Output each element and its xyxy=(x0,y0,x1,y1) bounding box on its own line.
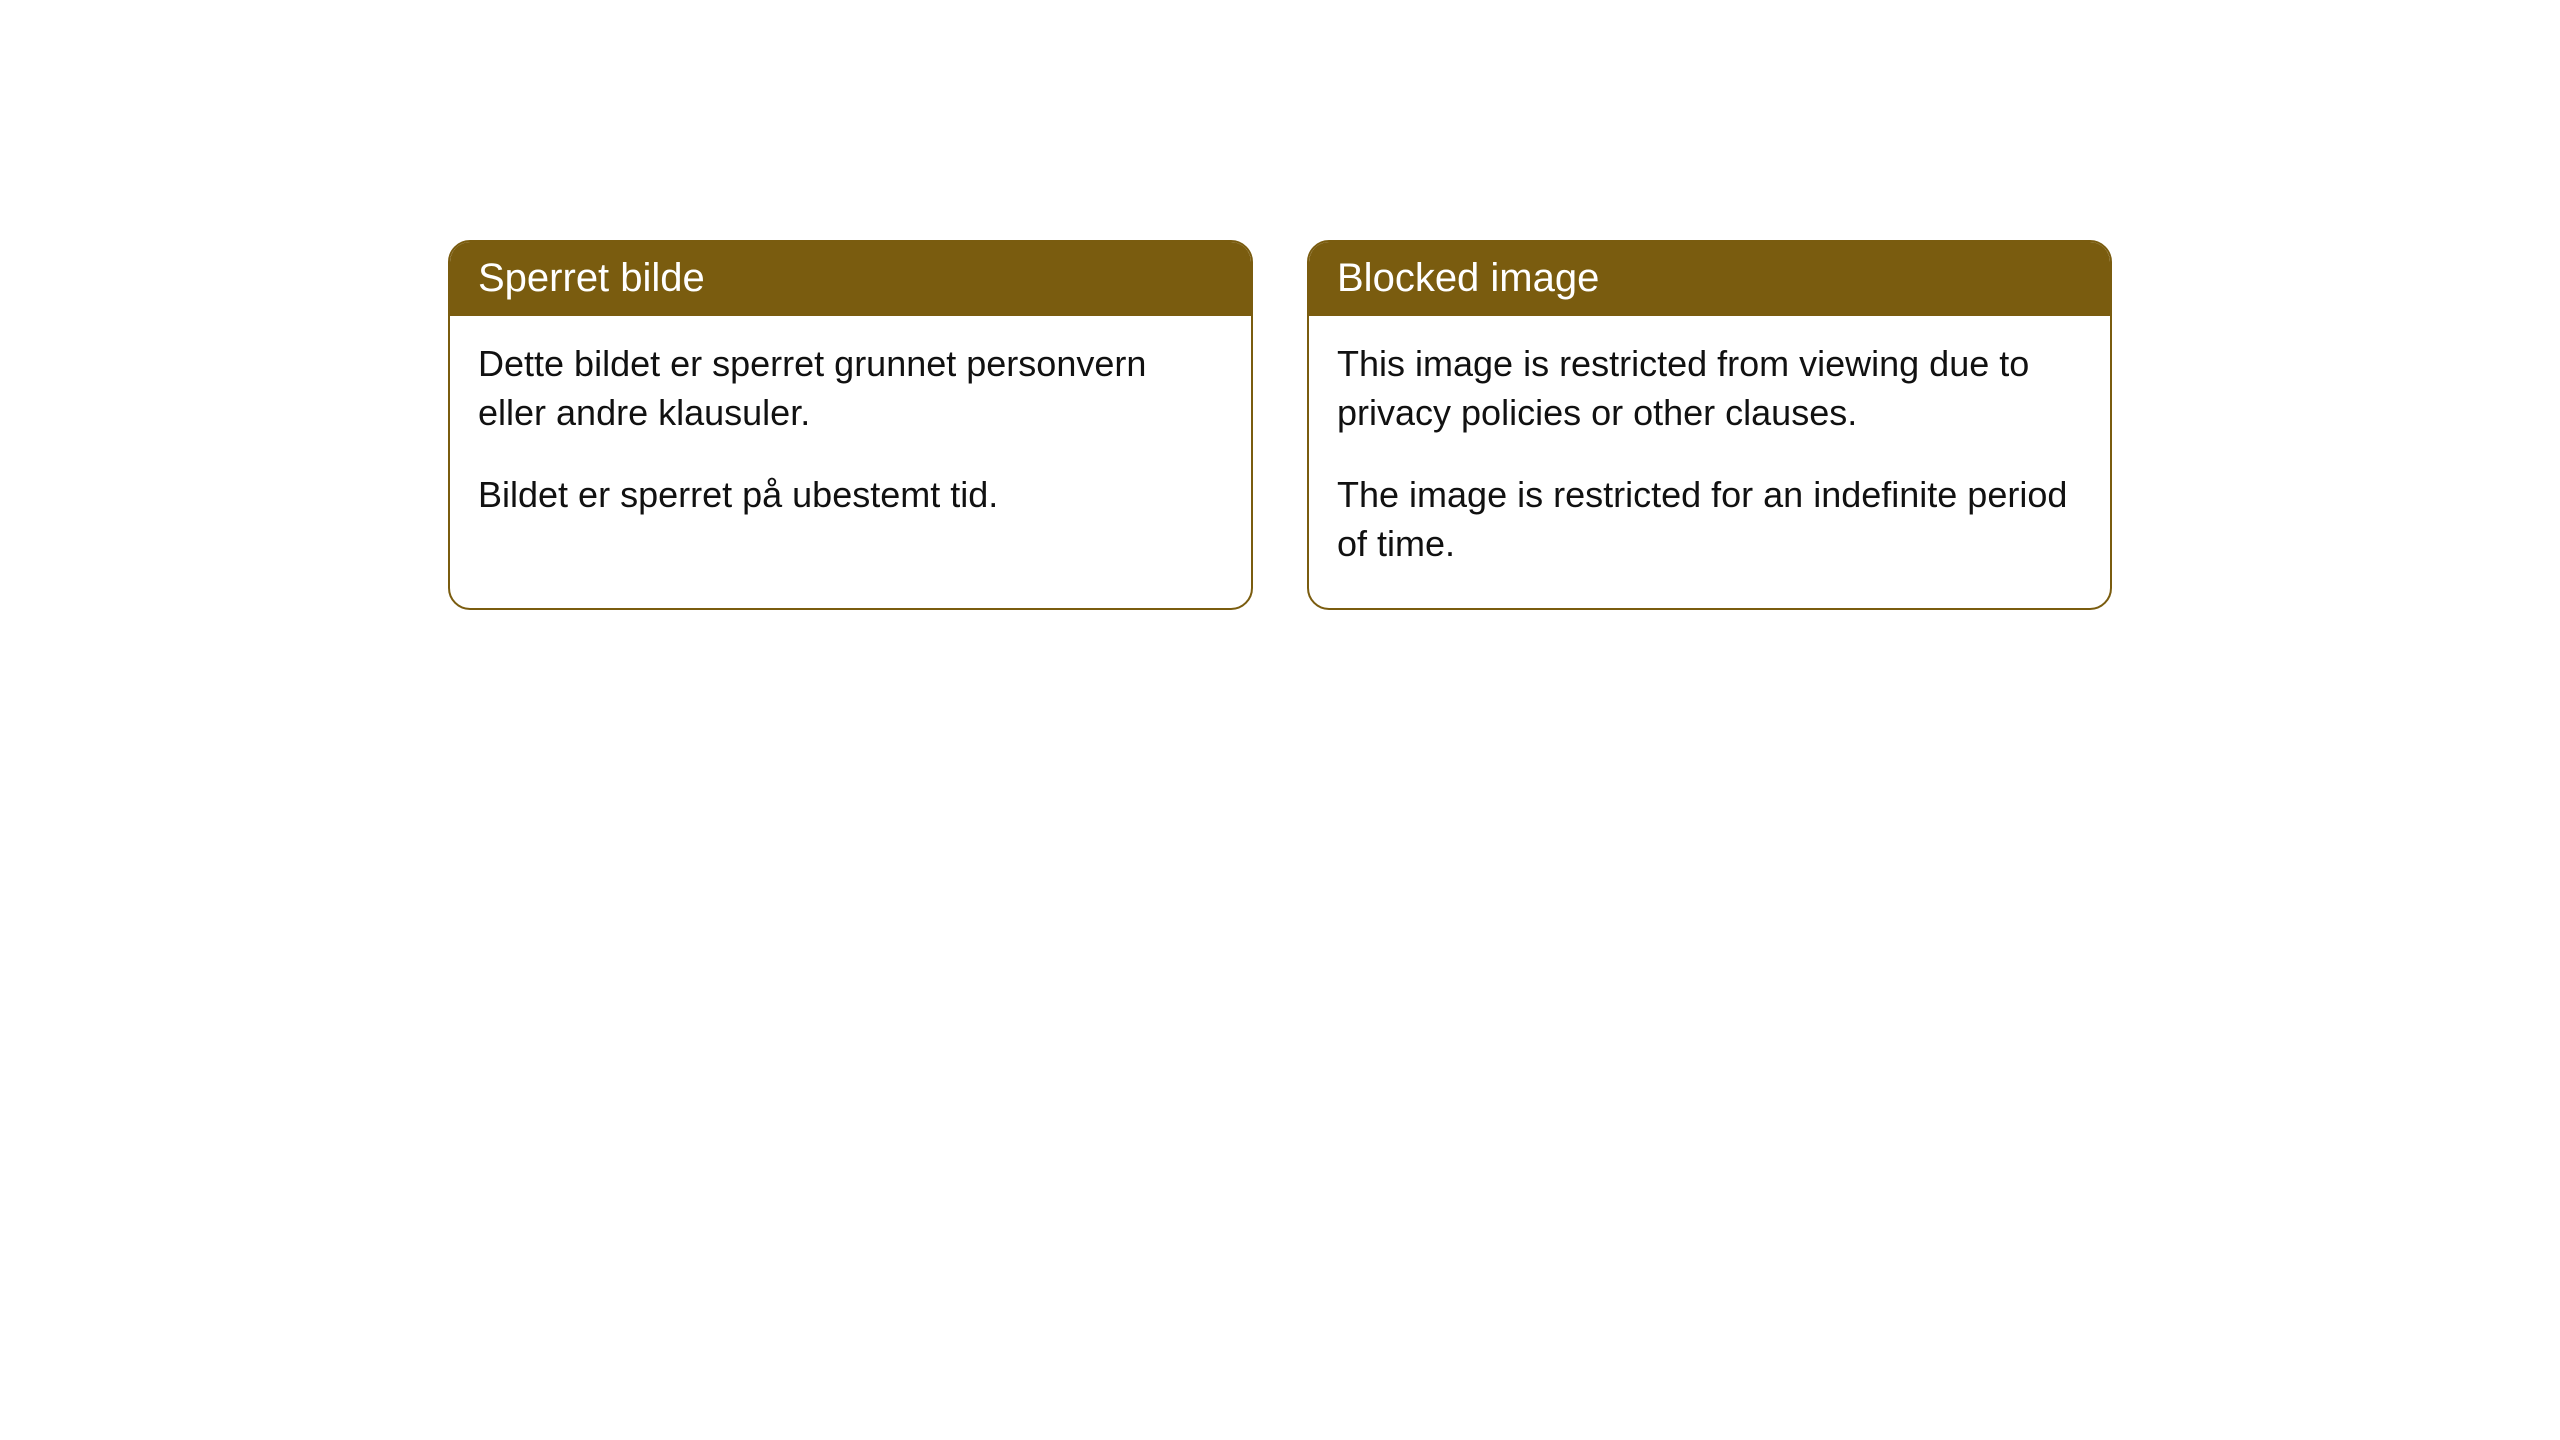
notice-cards-container: Sperret bilde Dette bildet er sperret gr… xyxy=(448,240,2112,610)
blocked-image-card-en: Blocked image This image is restricted f… xyxy=(1307,240,2112,610)
card-body: Dette bildet er sperret grunnet personve… xyxy=(450,316,1251,560)
card-header: Blocked image xyxy=(1309,242,2110,316)
card-body: This image is restricted from viewing du… xyxy=(1309,316,2110,608)
card-paragraph: The image is restricted for an indefinit… xyxy=(1337,471,2082,568)
card-paragraph: This image is restricted from viewing du… xyxy=(1337,340,2082,437)
blocked-image-card-no: Sperret bilde Dette bildet er sperret gr… xyxy=(448,240,1253,610)
card-paragraph: Bildet er sperret på ubestemt tid. xyxy=(478,471,1223,520)
card-paragraph: Dette bildet er sperret grunnet personve… xyxy=(478,340,1223,437)
card-header: Sperret bilde xyxy=(450,242,1251,316)
